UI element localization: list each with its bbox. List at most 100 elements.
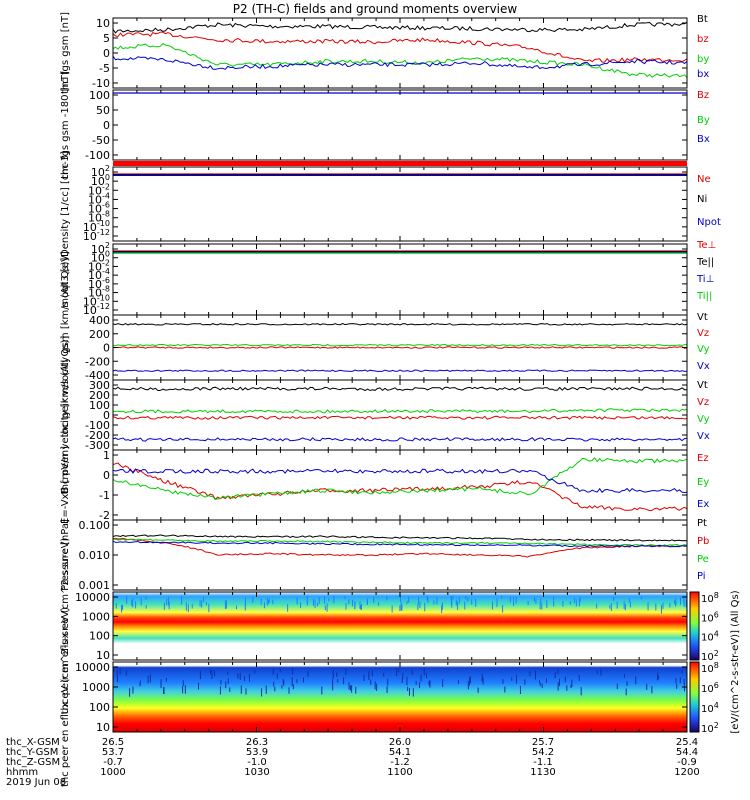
ephem-value: 54.4 <box>676 747 698 758</box>
y-tick-label: -5 <box>99 62 110 75</box>
legend-Pi: Pi <box>697 571 706 582</box>
y-tick-exponent: -12 <box>97 228 110 237</box>
y-tick-label: 1 <box>103 449 110 462</box>
ephem-value: 54.2 <box>532 747 554 758</box>
y-tick-exponent: -10 <box>97 293 110 302</box>
y-tick-label: 100 <box>89 701 110 714</box>
ephem-value: 1200 <box>674 767 699 778</box>
series-line-Vz <box>113 346 688 349</box>
y-tick-exponent: -4 <box>102 267 110 276</box>
legend-Vz: Vz <box>697 397 709 408</box>
y-tick-label: 0 <box>103 409 110 422</box>
ephem-value: 26.0 <box>389 737 411 748</box>
y-tick-label: 100 <box>89 630 110 643</box>
y-tick-label: -50 <box>92 134 110 147</box>
y-tick-label: 200 <box>89 328 110 341</box>
series-line-Pt <box>112 534 688 542</box>
y-tick-label: 0.010 <box>79 549 111 562</box>
y-axis-label: thc peir en eflux eV (cm^2-s-sr-eV) <box>60 538 71 715</box>
series-line-Vz <box>112 415 688 420</box>
spectrogram-10 <box>113 662 687 732</box>
series-line-Vt <box>112 322 688 326</box>
panel-3: 10210010-210-410-610-810-1010-12Density … <box>60 151 721 257</box>
y-tick-exponent: -8 <box>102 285 110 294</box>
legend-Ex: Ex <box>697 499 709 510</box>
legend-By: By <box>697 115 710 126</box>
y-tick-label: 0 <box>103 47 110 60</box>
ephem-value: 1130 <box>530 767 555 778</box>
y-tick-exponent: -2 <box>102 258 110 267</box>
legend-Vy: Vy <box>697 414 710 425</box>
legend-Ez: Ez <box>697 453 709 464</box>
figure-title: P2 (TH-C) fields and ground moments over… <box>233 2 518 16</box>
colorbar-tick: 106 <box>701 610 719 624</box>
ephem-value: 25.7 <box>532 737 554 748</box>
series-line-Bt <box>112 21 688 34</box>
y-axis-label: Density [1/cc] [cm-3] <box>60 151 71 257</box>
legend-Pt: Pt <box>697 518 707 529</box>
panel-frame <box>112 243 688 316</box>
legend-Ni: Ni <box>697 194 707 205</box>
legend-Vt: Vt <box>697 312 708 323</box>
y-tick-label: 0 <box>103 342 110 355</box>
series-line-Ey <box>112 457 688 501</box>
ephem-value: -0.9 <box>677 757 697 768</box>
y-axis-label: moqt3 [eV] <box>60 251 71 308</box>
colorbar-tick-exponent: 4 <box>714 701 719 710</box>
legend-Te||: Te|| <box>696 257 714 268</box>
y-tick-label: 10000 <box>75 591 110 604</box>
y-tick-label: -300 <box>85 439 110 452</box>
legend-Te⊥: Te⊥ <box>696 240 716 251</box>
series-line-Pi <box>112 540 688 548</box>
panel-1: 10 5 0 -5 -10 thc fgs gsm [nT] Bt bz by bx <box>60 12 709 94</box>
y-tick-exponent: -6 <box>102 276 110 285</box>
y-tick-label: 10 <box>96 721 110 734</box>
y-tick-exponent: -6 <box>102 201 110 210</box>
y-tick-label: 400 <box>89 314 110 327</box>
legend-Vx: Vx <box>697 431 710 442</box>
y-tick-exponent: -8 <box>102 210 110 219</box>
series-line-bz <box>112 31 688 63</box>
y-tick-label: -2 <box>99 509 110 522</box>
y-tick-label: 0 <box>103 119 110 132</box>
y-tick-label: 0 <box>103 469 110 482</box>
legend-Pe: Pe <box>697 554 709 565</box>
series-line-Vt <box>112 386 688 392</box>
ephem-value: -1.0 <box>247 757 267 768</box>
spectrogram-9 <box>113 592 687 660</box>
y-tick-label: 1000 <box>82 610 110 623</box>
series-line-Vx <box>112 369 688 373</box>
ephem-value: 1000 <box>100 767 125 778</box>
series-line-Vy <box>112 408 688 414</box>
colorbar-tick: 104 <box>701 630 719 644</box>
y-tick-label: 10 <box>96 17 110 30</box>
legend-Vx: Vx <box>697 361 710 372</box>
panel-8: 0.100 0.010 0.001 Pressure [nPa] Pt Pb Pe Pi <box>60 518 709 592</box>
legend-Pb: Pb <box>697 536 709 547</box>
ephem-value: 1030 <box>244 767 269 778</box>
colorbar-tick-exponent: 2 <box>714 721 719 730</box>
colorbar-tick-exponent: 8 <box>714 661 719 670</box>
panel-7: 1 0 -1 -2 E=-VxB [mV/m] Ez Ey Ex <box>60 446 709 524</box>
series-line-Pb <box>112 537 688 558</box>
y-axis-label: thc peer velocity [km/s (All Qs)] <box>60 336 71 495</box>
colorbar-tick-exponent: 6 <box>714 610 719 619</box>
y-tick-label: 10 <box>96 649 110 662</box>
panel-frame <box>112 519 688 591</box>
legend-Bz: Bz <box>697 90 709 101</box>
ephem-value: 53.9 <box>246 747 268 758</box>
y-tick-label: 10000 <box>75 661 110 674</box>
panel-frame <box>112 89 688 161</box>
y-tick-label: -100 <box>85 419 110 432</box>
ephem-value: -1.2 <box>390 757 410 768</box>
panel-9: 10000 1000 100 10 thc peir en eflux eV (cm^2… <box>60 538 688 715</box>
series-line-bx <box>112 55 688 70</box>
y-axis-label: Pressure [nPa] <box>60 519 71 591</box>
legend-Bx: Bx <box>697 134 710 145</box>
